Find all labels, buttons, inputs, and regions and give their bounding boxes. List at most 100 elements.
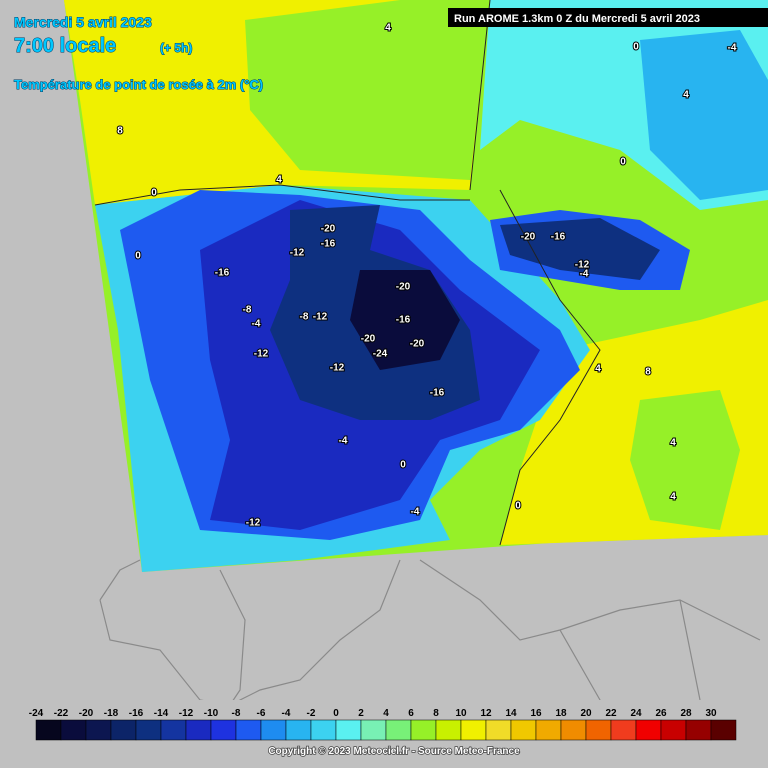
copyright: Copyright © 2023 Meteociel.fr - Source M… — [268, 746, 520, 757]
colorbar-swatch — [210, 719, 237, 741]
contour-label: -4 — [252, 319, 261, 330]
colorbar-tick: 24 — [630, 708, 642, 719]
colorbar-tick: 12 — [480, 708, 492, 719]
land-borders — [99, 559, 761, 761]
colorbar-tick: -10 — [204, 708, 219, 719]
contour-label: -8 — [300, 312, 309, 323]
colorbar-swatch — [510, 719, 537, 741]
contour-label: -12 — [313, 312, 328, 323]
colorbar-swatch — [685, 719, 712, 741]
colorbar-swatch — [310, 719, 337, 741]
colorbar-swatch — [660, 719, 687, 741]
contour-label: -16 — [430, 388, 445, 399]
land-region — [630, 390, 740, 530]
colorbar-tick: 8 — [433, 708, 439, 719]
date: Mercredi 5 avril 2023 — [14, 14, 152, 30]
colorbar-swatch — [610, 719, 637, 741]
dry-region — [500, 218, 660, 280]
contour-label: -20 — [361, 334, 376, 345]
colorbar-tick: -12 — [179, 708, 194, 719]
colorbar-tick: 28 — [680, 708, 692, 719]
contour-label: 4 — [276, 175, 282, 186]
colorbar-tick: -18 — [104, 708, 119, 719]
dry-region — [350, 270, 460, 370]
colorbar-swatch — [160, 719, 187, 741]
colorbar-tick: 10 — [455, 708, 467, 719]
run-box — [448, 8, 768, 27]
contour-label: -8 — [243, 305, 252, 316]
time: 7:00 locale — [14, 35, 116, 57]
land-region — [245, 0, 490, 180]
colorbar: -24 -22 -20 -18 -16 -14 -12 -10 -8 -6 -4 -2 0 2 4 6 8 10 1… — [29, 708, 737, 741]
colorbar-tick: 26 — [655, 708, 667, 719]
colorbar-swatch — [585, 719, 612, 741]
contour-label: 4 — [670, 492, 676, 503]
colorbar-tick: 4 — [383, 708, 389, 719]
contour-label: -20 — [321, 224, 336, 235]
contour-label: -4 — [411, 507, 420, 518]
colorbar-tick: 14 — [505, 708, 517, 719]
colorbar-swatch — [535, 719, 562, 741]
contour-label: 0 — [515, 501, 521, 512]
colorbar-tick: 20 — [580, 708, 592, 719]
contour-label: -16 — [215, 268, 230, 279]
contour-label: 4 — [385, 23, 391, 34]
contour-label: -12 — [254, 349, 269, 360]
contour-label: -4 — [339, 436, 348, 447]
run-info: Run AROME 1.3km 0 Z du Mercredi 5 avril … — [454, 13, 700, 25]
contour-label: -24 — [373, 349, 388, 360]
colorbar-swatch — [135, 719, 162, 741]
colorbar-swatch — [710, 719, 737, 741]
colorbar-swatch — [635, 719, 662, 741]
colorbar-tick: -20 — [79, 708, 94, 719]
contour-label: -20 — [410, 339, 425, 350]
colorbar-tick: -16 — [129, 708, 144, 719]
colorbar-tick: -8 — [232, 708, 241, 719]
contour-label: 8 — [645, 367, 651, 378]
colorbar-swatch — [435, 719, 462, 741]
colorbar-swatch — [335, 719, 362, 741]
land-region — [640, 30, 768, 200]
colorbar-swatch — [460, 719, 487, 741]
contour-label: 4 — [595, 364, 601, 375]
colorbar-swatch — [60, 719, 87, 741]
colorbar-tick: 22 — [605, 708, 617, 719]
colorbar-tick: -22 — [54, 708, 69, 719]
colorbar-tick: 16 — [530, 708, 542, 719]
contour-label: -12 — [290, 248, 305, 259]
colorbar-swatch — [285, 719, 312, 741]
contour-label: 0 — [151, 188, 157, 199]
colorbar-swatch — [235, 719, 262, 741]
colorbar-swatch — [35, 719, 62, 741]
contour-label: -16 — [321, 239, 336, 250]
offset: (+ 5h) — [160, 41, 192, 55]
colorbar-swatch — [485, 719, 512, 741]
colorbar-tick: 6 — [408, 708, 414, 719]
contour-label: 0 — [400, 460, 406, 471]
coastlines — [94, 0, 601, 546]
contour-label: 0 — [620, 157, 626, 168]
contour-label: 0 — [633, 42, 639, 53]
colorbar-swatch — [260, 719, 287, 741]
contour-label: 4 — [683, 90, 689, 101]
contour-label: 4 — [670, 438, 676, 449]
colorbar-swatch — [85, 719, 112, 741]
parameter: Température de point de rosée à 2m (°C) — [14, 77, 263, 92]
colorbar-tick: -24 — [29, 708, 44, 719]
contour-label: -12 — [330, 363, 345, 374]
contour-label: -16 — [396, 315, 411, 326]
colorbar-tick: 30 — [705, 708, 717, 719]
contour-label: -16 — [551, 232, 566, 243]
contour-label: -20 — [521, 232, 536, 243]
colorbar-swatch — [410, 719, 437, 741]
colorbar-tick: 18 — [555, 708, 567, 719]
colorbar-tick: -6 — [257, 708, 266, 719]
colorbar-swatch — [360, 719, 387, 741]
contour-label: -4 — [580, 269, 589, 280]
contour-label: -12 — [246, 518, 261, 529]
colorbar-tick: -2 — [307, 708, 316, 719]
colorbar-swatch — [385, 719, 412, 741]
colorbar-tick: -4 — [282, 708, 291, 719]
colorbar-tick: 2 — [358, 708, 364, 719]
